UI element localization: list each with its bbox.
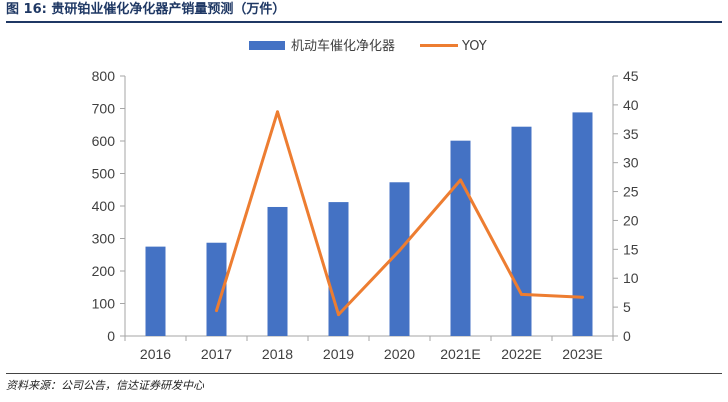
yoy-point-2019 [337, 313, 340, 317]
bar-2022E [511, 126, 532, 336]
right-tick-label: 20 [623, 212, 639, 228]
left-tick-label: 800 [92, 68, 116, 84]
bar-2016 [145, 246, 166, 336]
left-tick-label: 0 [107, 328, 115, 344]
tick-labels: 0 100 200 300 400 500 600 700 800 0 5 10 15 20 25 30 35 4… [92, 68, 639, 362]
left-tick-label: 400 [92, 198, 116, 214]
yoy-point-2023E [581, 295, 584, 299]
bar-2021E [450, 140, 471, 336]
right-tick-label: 15 [623, 241, 639, 257]
yoy-point-2017 [215, 309, 218, 313]
source-note: 资料来源：公司公告，信达证券研发中心 [6, 379, 204, 392]
left-tick-label: 100 [92, 296, 116, 312]
bar-2017 [206, 242, 227, 336]
x-tick-label: 2021E [440, 346, 480, 362]
bar-2023E [572, 112, 593, 337]
right-tick-label: 30 [623, 155, 639, 171]
yoy-point-2021E [459, 178, 462, 182]
legend-bar-swatch [249, 41, 285, 50]
bar-2018 [267, 206, 288, 336]
left-tick-label: 700 [92, 101, 116, 117]
right-tick-label: 0 [623, 328, 631, 344]
title-rule [6, 21, 722, 23]
x-tick-label: 2020 [384, 346, 415, 362]
left-tick-label: 300 [92, 231, 116, 247]
legend: 机动车催化净化器 YOY [249, 38, 487, 54]
bar-2020 [389, 182, 410, 336]
right-tick-label: 25 [623, 184, 639, 200]
right-tick-label: 45 [623, 68, 639, 84]
x-tick-label: 2018 [262, 346, 293, 362]
yoy-point-2020 [398, 248, 401, 252]
left-tick-label: 200 [92, 263, 116, 279]
yoy-line-series [215, 110, 584, 317]
x-tick-label: 2023E [562, 346, 602, 362]
chart: 机动车催化净化器 YOY 0 100 200 300 400 500 600 700 800 0 5… [92, 38, 639, 362]
x-tick-label: 2017 [201, 346, 232, 362]
right-tick-label: 40 [623, 97, 639, 113]
x-tick-label: 2019 [323, 346, 354, 362]
x-tick-label: 2022E [501, 346, 541, 362]
right-tick-label: 10 [623, 270, 639, 286]
left-tick-label: 600 [92, 133, 116, 149]
yoy-point-2018 [276, 110, 279, 114]
source-rule [6, 373, 722, 374]
yoy-point-2022E [520, 292, 523, 296]
legend-line-label: YOY [461, 39, 487, 54]
axes [120, 75, 618, 341]
x-tick-label: 2016 [140, 346, 171, 362]
right-tick-label: 35 [623, 126, 639, 142]
legend-bar-label: 机动车催化净化器 [291, 38, 395, 54]
right-tick-label: 5 [623, 299, 631, 315]
bars [145, 112, 593, 337]
left-tick-label: 500 [92, 166, 116, 182]
figure-title: 图 16: 贵研铂业催化净化器产销量预测（万件） [6, 2, 286, 17]
